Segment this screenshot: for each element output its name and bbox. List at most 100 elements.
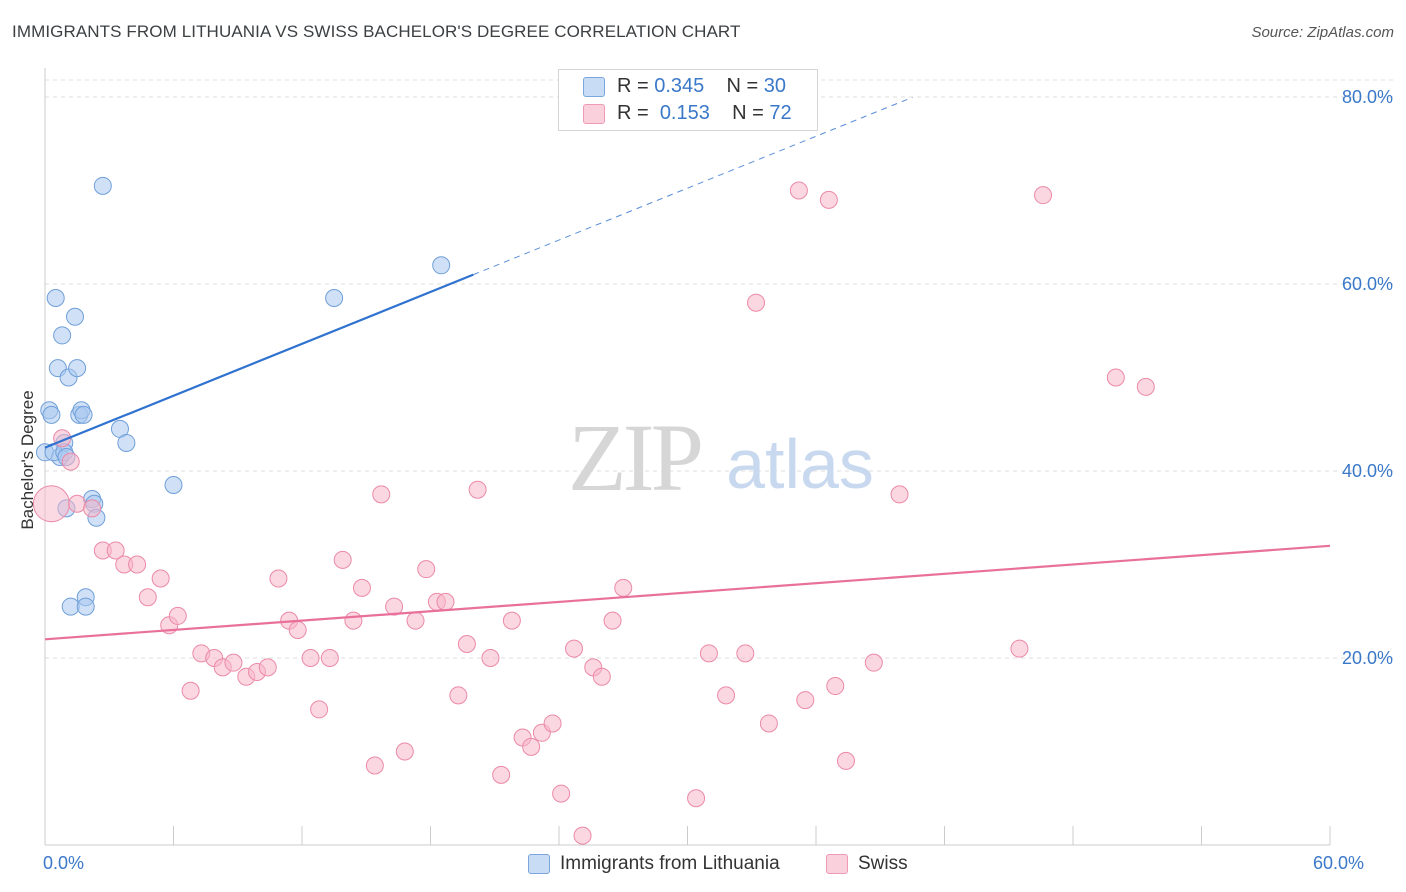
- data-point: [68, 359, 87, 378]
- source-label: Source: ZipAtlas.com: [1251, 24, 1394, 41]
- data-point: [502, 611, 521, 630]
- data-point: [65, 307, 84, 326]
- data-point: [385, 597, 404, 616]
- data-point: [522, 737, 541, 756]
- data-point: [138, 588, 157, 607]
- r-label: R =: [617, 102, 649, 124]
- data-point: [76, 597, 95, 616]
- data-point: [352, 578, 371, 597]
- data-point: [365, 756, 384, 775]
- series-legend: Immigrants from Lithuania Swiss: [0, 852, 1406, 878]
- data-point: [53, 326, 72, 345]
- data-point: [269, 569, 288, 588]
- watermark: ZIP atlas: [568, 404, 874, 511]
- data-point: [573, 826, 592, 845]
- data-point: [417, 560, 436, 579]
- data-point: [747, 293, 766, 312]
- data-point: [372, 485, 391, 504]
- legend-label-lithuania: Immigrants from Lithuania: [560, 853, 780, 874]
- data-point: [61, 452, 80, 471]
- stats-swatch-swiss: [583, 104, 605, 124]
- data-point: [603, 611, 622, 630]
- data-point: [736, 644, 755, 663]
- grid-lines: [45, 79, 1395, 659]
- series-swiss-points: [32, 181, 1155, 845]
- data-point: [61, 597, 80, 616]
- data-point: [759, 714, 778, 733]
- data-point: [890, 485, 909, 504]
- data-point: [592, 667, 611, 686]
- data-point: [457, 634, 476, 653]
- n-value: 72: [769, 102, 792, 124]
- data-point: [699, 644, 718, 663]
- data-point: [614, 578, 633, 597]
- data-point: [46, 289, 65, 308]
- chart-title: IMMIGRANTS FROM LITHUANIA VS SWISS BACHE…: [12, 22, 741, 41]
- trend-line-lithuania: [44, 273, 474, 449]
- data-point: [789, 181, 808, 200]
- data-point: [864, 653, 883, 672]
- data-point: [1010, 639, 1029, 658]
- data-point: [552, 784, 571, 803]
- data-point: [83, 499, 102, 518]
- data-point: [796, 691, 815, 710]
- data-point: [68, 494, 87, 513]
- data-point: [258, 658, 277, 677]
- data-point: [717, 686, 736, 705]
- data-point: [288, 620, 307, 639]
- data-point: [564, 639, 583, 658]
- data-point: [224, 653, 243, 672]
- y-tick-label: 60.0%: [1342, 274, 1393, 294]
- data-point: [543, 714, 562, 733]
- series-lithuania-points: [36, 176, 451, 616]
- data-point: [128, 555, 147, 574]
- data-point: [406, 611, 425, 630]
- watermark-atlas: atlas: [726, 425, 874, 503]
- data-point: [1136, 377, 1155, 396]
- legend-swatch-lithuania: [528, 854, 550, 874]
- data-point: [436, 592, 455, 611]
- data-point: [320, 649, 339, 667]
- data-point: [301, 649, 320, 667]
- data-point: [106, 541, 125, 560]
- data-point: [819, 190, 838, 209]
- data-point: [164, 476, 183, 495]
- watermark-zip: ZIP: [568, 404, 701, 511]
- data-point: [93, 176, 112, 195]
- data-point: [325, 289, 344, 308]
- n-value: 30: [763, 75, 787, 97]
- data-point: [826, 677, 845, 696]
- trend-extension-lithuania: [473, 96, 913, 276]
- stats-legend: R = 0.345 N = 30 R = 0.153 N = 72: [558, 69, 818, 131]
- y-tick-label: 80.0%: [1342, 87, 1393, 107]
- data-point: [449, 686, 468, 705]
- data-point: [432, 256, 451, 275]
- data-point: [1106, 368, 1125, 387]
- data-point: [151, 569, 170, 588]
- data-point: [492, 765, 511, 784]
- stats-swatch-lithuania: [583, 77, 605, 97]
- data-point: [1034, 186, 1053, 205]
- data-point: [310, 700, 329, 719]
- y-axis-label: Bachelor's Degree: [18, 390, 37, 529]
- legend-label-swiss: Swiss: [858, 853, 908, 874]
- data-point: [42, 405, 61, 424]
- data-point: [481, 649, 500, 667]
- data-point: [181, 681, 200, 700]
- legend-swatch-swiss: [826, 854, 848, 874]
- y-tick-label: 40.0%: [1342, 461, 1393, 481]
- data-point: [395, 742, 414, 761]
- data-point: [32, 485, 70, 523]
- data-point: [333, 550, 352, 569]
- n-label: N =: [726, 75, 759, 97]
- data-point: [836, 751, 855, 770]
- r-value: 0.153: [659, 102, 710, 124]
- y-tick-label: 20.0%: [1342, 648, 1393, 668]
- x-tick-label: 0.0%: [43, 853, 84, 873]
- n-label: N =: [732, 102, 764, 124]
- data-point: [117, 433, 136, 452]
- data-point: [344, 611, 363, 630]
- r-value: 0.345: [654, 75, 705, 97]
- data-point: [74, 405, 93, 424]
